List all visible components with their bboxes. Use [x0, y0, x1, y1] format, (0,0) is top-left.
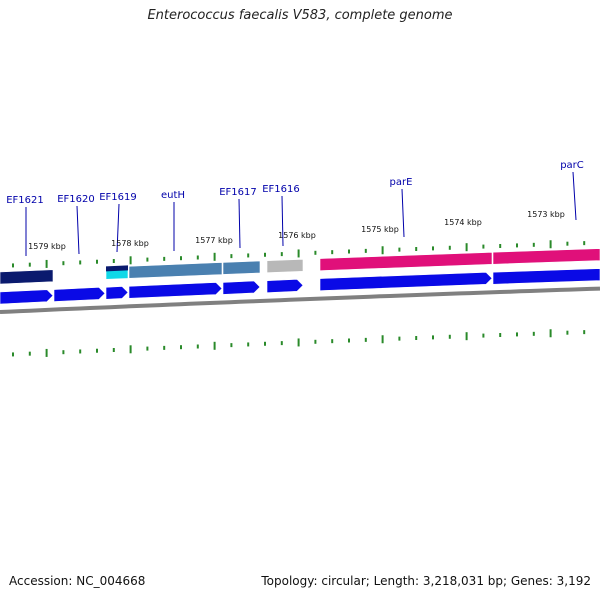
gene-label: EF1621: [6, 195, 44, 206]
gene-box-track: [0, 248, 600, 285]
genome-backbone: [0, 286, 600, 314]
kbp-label: 1575 kbp: [361, 225, 399, 234]
gene-arrow-track: [0, 268, 600, 305]
leader-line: [281, 195, 284, 247]
gene-arrow: [105, 286, 129, 300]
label-leader-lines: [25, 171, 577, 256]
gene-arrow: [492, 268, 600, 285]
kbp-label: 1577 kbp: [195, 236, 233, 245]
genome-title: Enterococcus faecalis V583, complete gen…: [147, 8, 453, 23]
gene-labels: EF1621 EF1620 EF1619 eutH EF1617 EF1616 parE pa…: [6, 160, 584, 206]
gene-box-ef1617: [222, 260, 261, 275]
kbp-scale-labels: 1579 kbp 1578 kbp 1577 kbp 1576 kbp 1575 kbp…: [28, 210, 565, 251]
gene-box-ef1616: [266, 258, 304, 274]
leader-line: [238, 198, 241, 249]
gene-box-euth: [128, 262, 223, 279]
gene-label: EF1619: [99, 192, 137, 203]
gene-arrow: [128, 282, 223, 299]
leader-line: [401, 188, 405, 238]
gene-box-ef1619-cap: [106, 265, 128, 272]
gene-arrow: [319, 271, 493, 291]
gene-box-ef1621: [0, 269, 54, 285]
gene-label: eutH: [161, 190, 185, 201]
leader-line: [76, 205, 80, 255]
gene-label: EF1620: [57, 194, 95, 205]
gene-label: EF1616: [262, 184, 300, 195]
leader-line: [572, 171, 577, 221]
bottom-tick-track: [12, 329, 586, 357]
kbp-label: 1578 kbp: [111, 239, 149, 248]
topology-text: Topology: circular; Length: 3,218,031 bp…: [261, 574, 591, 588]
gene-arrow: [0, 289, 54, 305]
gene-label: parE: [390, 177, 413, 188]
kbp-label: 1576 kbp: [278, 231, 316, 240]
gene-arrow: [222, 280, 261, 295]
gene-arrow: [53, 287, 106, 302]
gene-label: EF1617: [219, 187, 257, 198]
gene-box-parc: [492, 248, 600, 265]
top-tick-track: [12, 240, 586, 268]
kbp-label: 1579 kbp: [28, 242, 66, 251]
kbp-label: 1573 kbp: [527, 210, 565, 219]
gene-box-pare: [319, 251, 493, 271]
gene-arrow: [266, 278, 304, 294]
kbp-label: 1574 kbp: [444, 218, 482, 227]
accession-text: Accession: NC_004668: [9, 574, 146, 588]
leader-line: [116, 203, 120, 253]
gene-label: parC: [560, 160, 584, 171]
